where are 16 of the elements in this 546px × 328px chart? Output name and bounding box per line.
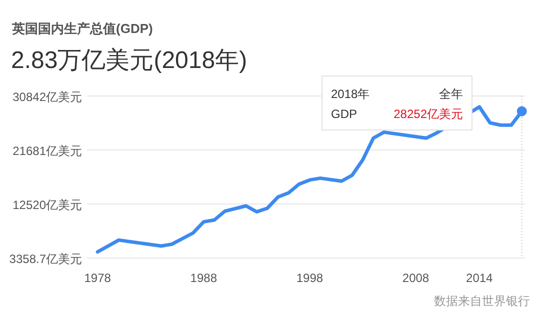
x-tick-label: 2008: [402, 271, 430, 285]
y-tick-label: 21681亿美元: [12, 144, 82, 158]
x-tick-label: 2014: [466, 271, 494, 285]
series-label: GDP: [331, 107, 358, 121]
annotation: 2018年: [331, 87, 370, 101]
y-tick-label: 30842亿美元: [12, 90, 82, 104]
y-tick-label: 3358.7亿美元: [9, 252, 82, 266]
y-tick-label: 12520亿美元: [12, 198, 82, 212]
chart-title: 英国国内生产总值(GDP): [11, 21, 153, 36]
x-tick-label: 1988: [190, 271, 218, 285]
annotation: 全年: [439, 87, 463, 101]
text: 数据来自世界银行: [434, 294, 530, 308]
x-tick-label: 1978: [84, 271, 112, 285]
x-tick-label: 1998: [296, 271, 324, 285]
chart-subtitle: 2.83万亿美元(2018年): [11, 47, 248, 74]
annotation: 28252亿美元: [394, 107, 463, 121]
